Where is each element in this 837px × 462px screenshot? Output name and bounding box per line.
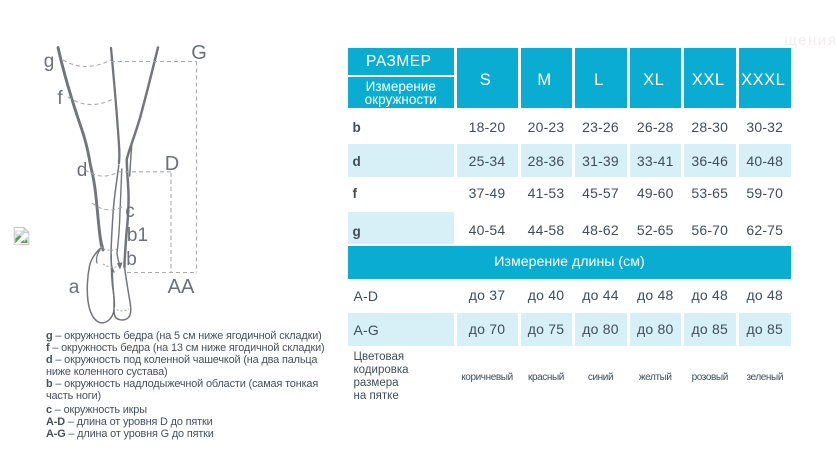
svg-text:G: G (191, 42, 207, 64)
svg-text:D: D (165, 153, 179, 175)
svg-text:g: g (44, 51, 55, 72)
svg-text:a: a (69, 277, 80, 298)
svg-text:f: f (57, 88, 63, 109)
svg-text:AA: AA (168, 276, 195, 298)
svg-text:d: d (77, 160, 88, 181)
svg-text:c: c (125, 201, 135, 222)
svg-text:b: b (126, 249, 137, 270)
svg-text:b1: b1 (127, 225, 148, 246)
